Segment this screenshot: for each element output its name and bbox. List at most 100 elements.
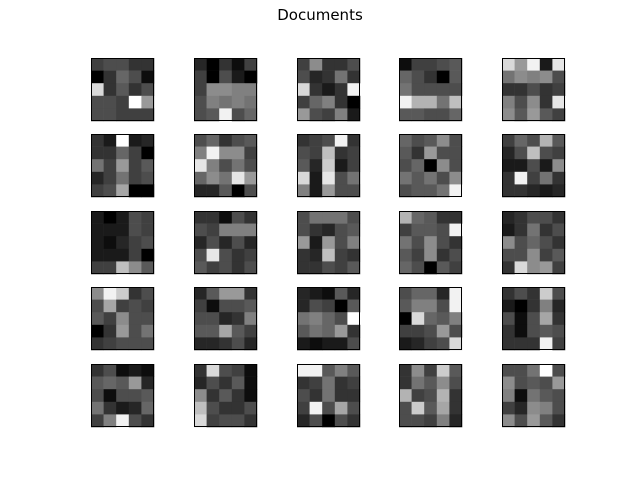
pixel-cell	[297, 146, 310, 160]
pixel-cell	[309, 248, 323, 262]
image-panel-24	[399, 364, 463, 428]
pixel-cell	[219, 389, 233, 403]
pixel-cell	[399, 134, 412, 147]
pixel-cell	[231, 414, 245, 428]
pixel-cell	[297, 70, 310, 84]
pixel-cell	[436, 83, 450, 97]
image-panel-25	[502, 364, 566, 428]
pixel-cell	[334, 248, 348, 262]
pixel-cell	[539, 364, 553, 377]
pixel-cell	[514, 146, 528, 160]
pixel-cell	[206, 95, 220, 109]
pixel-cell	[334, 261, 348, 275]
pixel-cell	[502, 364, 515, 377]
pixel-cell	[539, 261, 553, 275]
pixel-cell	[334, 389, 348, 403]
pixel-cell	[322, 134, 336, 147]
pixel-cell	[116, 364, 130, 377]
image-panel-9	[399, 134, 463, 198]
pixel-cell	[103, 134, 117, 147]
pixel-cell	[322, 299, 336, 313]
panel-frame	[502, 58, 565, 121]
pixel-cell	[502, 171, 515, 185]
pixel-cell	[244, 211, 258, 224]
pixel-cell	[91, 134, 104, 147]
pixel-cell	[141, 159, 155, 173]
pixel-cell	[103, 58, 117, 71]
pixel-cell	[244, 287, 258, 300]
pixel-cell	[116, 248, 130, 262]
pixel-cell	[411, 159, 425, 173]
pixel-cell	[399, 95, 412, 109]
pixel-cell	[141, 287, 155, 300]
pixel-cell	[449, 248, 463, 262]
pixel-cell	[128, 312, 142, 326]
pixel-cell	[424, 401, 438, 415]
pixel-cell	[91, 184, 104, 198]
pixel-cell	[399, 376, 412, 390]
pixel-cell	[244, 312, 258, 326]
chart-title: Documents	[277, 6, 363, 24]
pixel-cell	[449, 401, 463, 415]
pixel-cell	[116, 261, 130, 275]
pixel-cell	[322, 287, 336, 300]
pixel-cell	[347, 134, 361, 147]
pixel-cell	[297, 134, 310, 147]
pixel-cell	[219, 401, 233, 415]
pixel-cell	[103, 287, 117, 300]
pixel-cell	[206, 184, 220, 198]
pixel-cell	[424, 223, 438, 237]
pixel-cell	[128, 287, 142, 300]
image-panel-10	[502, 134, 566, 198]
pixel-cell	[128, 108, 142, 122]
pixel-cell	[128, 414, 142, 428]
pixel-cell	[297, 95, 310, 109]
pixel-cell	[527, 248, 541, 262]
pixel-cell	[194, 184, 207, 198]
pixel-cell	[539, 95, 553, 109]
pixel-cell	[347, 299, 361, 313]
pixel-cell	[334, 211, 348, 224]
pixel-cell	[539, 134, 553, 147]
pixel-cell	[91, 414, 104, 428]
pixel-cell	[424, 171, 438, 185]
pixel-cell	[502, 134, 515, 147]
pixel-cell	[297, 414, 310, 428]
pixel-cell	[334, 299, 348, 313]
pixel-cell	[194, 58, 207, 71]
pixel-cell	[334, 146, 348, 160]
pixel-cell	[502, 159, 515, 173]
pixel-cell	[502, 287, 515, 300]
pixel-cell	[244, 324, 258, 338]
pixel-cell	[449, 83, 463, 97]
pixel-cell	[399, 299, 412, 313]
pixel-cell	[103, 184, 117, 198]
pixel-cell	[502, 58, 515, 71]
pixel-cell	[231, 134, 245, 147]
pixel-cell	[206, 364, 220, 377]
pixel-cell	[91, 58, 104, 71]
pixel-cell	[347, 211, 361, 224]
panel-frame	[194, 287, 257, 350]
pixel-cell	[347, 146, 361, 160]
pixel-cell	[103, 401, 117, 415]
pixel-cell	[411, 389, 425, 403]
image-panel-12	[194, 211, 258, 275]
pixel-cell	[347, 401, 361, 415]
pixel-cell	[347, 223, 361, 237]
image-panel-18	[297, 287, 361, 351]
pixel-cell	[334, 401, 348, 415]
pixel-cell	[194, 389, 207, 403]
pixel-cell	[411, 364, 425, 377]
pixel-cell	[347, 58, 361, 71]
pixel-cell	[424, 324, 438, 338]
pixel-cell	[322, 108, 336, 122]
pixel-cell	[91, 236, 104, 250]
pixel-cell	[399, 324, 412, 338]
pixel-cell	[514, 364, 528, 377]
pixel-cell	[116, 376, 130, 390]
pixel-cell	[244, 146, 258, 160]
pixel-cell	[231, 236, 245, 250]
pixel-cell	[514, 414, 528, 428]
pixel-cell	[297, 389, 310, 403]
